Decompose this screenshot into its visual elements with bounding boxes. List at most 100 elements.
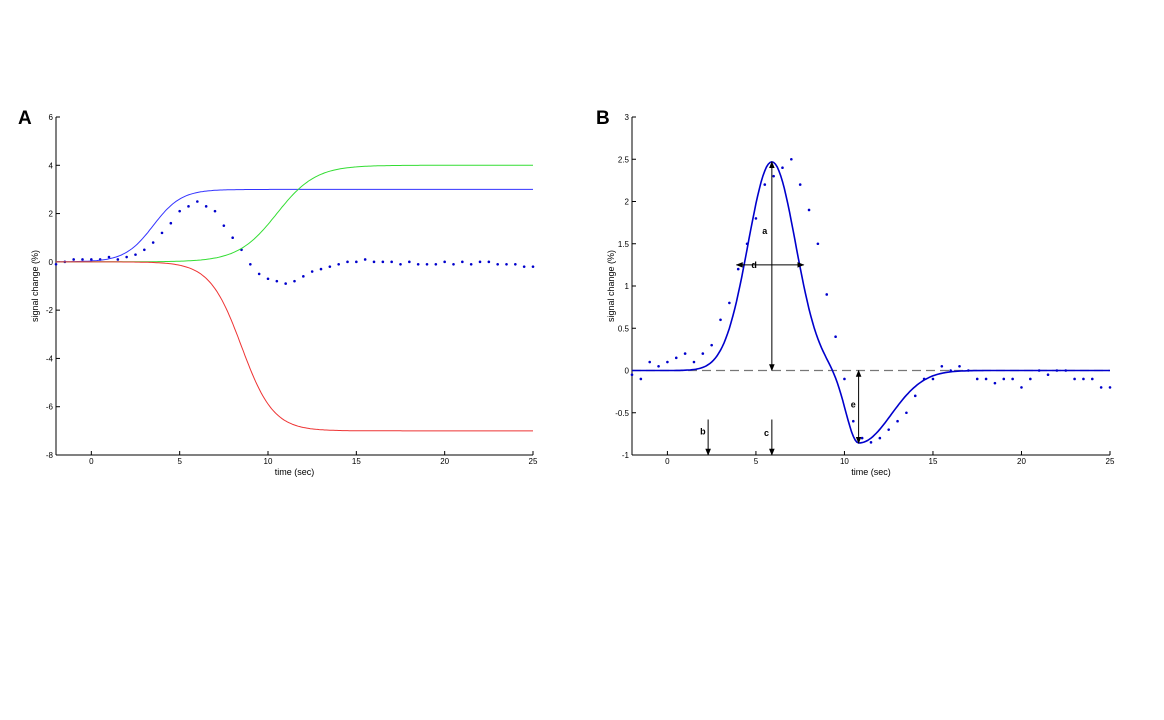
data-point — [905, 411, 908, 415]
data-point — [266, 277, 270, 281]
data-point — [1090, 377, 1094, 381]
data-point — [116, 258, 120, 261]
annotation-label-a: a — [762, 226, 768, 236]
y-tick-label: 0 — [625, 367, 630, 376]
data-point — [505, 262, 508, 266]
data-point — [772, 174, 775, 178]
data-point — [178, 209, 181, 213]
data-point — [825, 293, 829, 296]
data-point — [107, 255, 111, 259]
data-point — [328, 265, 332, 268]
x-tick-label: 25 — [529, 457, 538, 466]
x-tick-label: 10 — [840, 457, 849, 466]
data-point — [337, 262, 340, 266]
y-tick-label: 4 — [49, 161, 54, 170]
data-point — [514, 262, 517, 266]
data-point — [666, 360, 669, 364]
y-tick-label: 6 — [49, 113, 54, 122]
x-tick-label: 15 — [352, 457, 361, 466]
data-point — [834, 335, 837, 339]
data-point — [522, 265, 526, 268]
data-point — [231, 236, 234, 240]
y-tick-label: -4 — [46, 354, 54, 363]
data-point — [869, 441, 873, 444]
data-point — [816, 242, 820, 246]
data-point — [1029, 377, 1032, 381]
data-point — [372, 260, 376, 264]
panel-label-b: B — [596, 108, 610, 129]
data-point — [275, 279, 279, 283]
data-point — [630, 373, 634, 377]
data-point — [913, 394, 917, 398]
data-point — [1002, 377, 1006, 381]
data-point — [81, 258, 84, 261]
x-axis-label: time (sec) — [851, 467, 891, 477]
y-tick-label: 2.5 — [618, 155, 630, 164]
data-point — [443, 260, 446, 264]
data-point — [408, 260, 411, 264]
data-point — [284, 282, 287, 285]
data-point — [887, 428, 891, 431]
data-point — [940, 364, 944, 368]
data-point — [763, 183, 767, 186]
series-line-blue-sigmoid — [56, 188, 533, 263]
x-axis-label: time (sec) — [275, 467, 315, 477]
x-tick-label: 15 — [929, 457, 938, 466]
data-point — [196, 200, 199, 203]
data-point — [204, 205, 208, 208]
y-tick-label: 0.5 — [618, 324, 630, 333]
y-tick-label: -0.5 — [615, 409, 629, 418]
data-point — [461, 260, 464, 264]
data-point — [125, 255, 128, 259]
data-point — [134, 253, 137, 256]
data-point — [416, 262, 420, 266]
data-point — [736, 267, 740, 271]
data-point — [648, 360, 652, 364]
data-point — [1046, 373, 1050, 377]
data-point — [452, 262, 455, 266]
y-tick-label: -1 — [622, 451, 630, 460]
data-point — [657, 364, 660, 368]
data-point — [496, 262, 499, 266]
data-point — [701, 352, 705, 355]
annotation-label-e: e — [851, 399, 856, 409]
data-point — [975, 377, 979, 381]
data-point — [860, 436, 864, 440]
series-line-red-sigmoid — [56, 261, 533, 432]
y-axis-label: signal change (%) — [30, 250, 40, 322]
y-axis-label: signal change (%) — [606, 250, 616, 322]
data-point — [310, 270, 314, 273]
data-point — [710, 343, 713, 347]
data-point — [531, 265, 535, 268]
data-point — [692, 360, 696, 364]
data-point — [1082, 377, 1085, 381]
data-point — [222, 224, 226, 227]
data-point — [355, 260, 358, 264]
annotation-label-d: d — [751, 260, 757, 270]
y-tick-label: 1.5 — [618, 240, 630, 249]
data-point — [674, 356, 678, 360]
data-point — [1011, 377, 1014, 381]
data-point — [160, 231, 164, 235]
x-tick-label: 20 — [1017, 457, 1026, 466]
x-tick-label: 5 — [177, 457, 182, 466]
data-point — [790, 157, 793, 161]
data-point — [683, 352, 687, 355]
data-point — [54, 262, 58, 266]
data-point — [984, 377, 988, 381]
data-point — [993, 381, 997, 385]
x-tick-label: 20 — [440, 457, 449, 466]
chart-a: 0 5 10 15 20 25 -8 -6 -4 -2 0 2 4 6 time (sec) signal c… — [30, 113, 538, 477]
x-tick-label: 5 — [754, 457, 759, 466]
data-point — [425, 262, 429, 266]
data-point — [896, 419, 899, 423]
data-point — [931, 377, 935, 381]
data-point — [346, 260, 349, 264]
annotation-label-b: b — [700, 426, 706, 436]
data-point — [781, 166, 784, 169]
data-point — [434, 262, 438, 266]
data-point — [958, 364, 961, 368]
data-point — [469, 262, 473, 266]
x-tick-label: 0 — [665, 457, 670, 466]
